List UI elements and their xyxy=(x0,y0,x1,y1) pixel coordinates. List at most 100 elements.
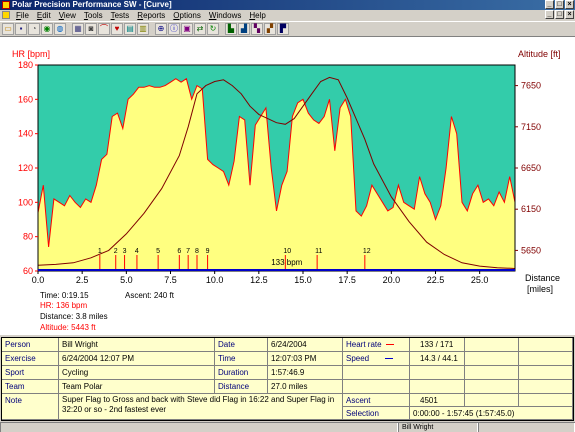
zoom-icon[interactable]: ⊕ xyxy=(155,23,167,35)
duration-value[interactable]: 1:57:46.9 xyxy=(268,366,343,380)
fitness-test-icon[interactable]: ◉ xyxy=(41,23,53,35)
sport-value[interactable]: Cycling xyxy=(59,366,215,380)
compare-icon[interactable]: ⇄ xyxy=(194,23,206,35)
status-panel-extra xyxy=(478,423,575,432)
empty-value-1[interactable] xyxy=(410,366,465,380)
weekly-icon[interactable]: ▤ xyxy=(124,23,136,35)
doc-close-button[interactable]: × xyxy=(565,10,574,19)
exercise-info-table: Person Exercise Sport Team Note Bill Wri… xyxy=(1,337,574,421)
doc-minimize-button[interactable]: _ xyxy=(545,10,554,19)
doc-maximize-button[interactable]: □ xyxy=(555,10,564,19)
date-label: Date xyxy=(215,338,268,352)
extra-cell xyxy=(519,352,573,366)
empty-value-2[interactable] xyxy=(410,380,465,394)
chart-icon[interactable]: ▥ xyxy=(137,23,149,35)
ascent-value[interactable]: 4501 xyxy=(410,394,465,407)
time-label: Time xyxy=(215,352,268,366)
readout-time: Time: 0:19.15 xyxy=(40,291,89,300)
curve-chart[interactable]: 133 bpm 1 2 3 4 5 6 7 8 9 10 11 12 60 80 100 120 140 160 18… xyxy=(0,37,575,335)
x-tick-label: 2.5 xyxy=(76,275,89,285)
extra-cell xyxy=(465,380,519,394)
y-left-tick-label: 160 xyxy=(18,94,33,104)
time-value[interactable]: 12:07:03 PM xyxy=(268,352,343,366)
x-tick-label: 10.0 xyxy=(206,275,224,285)
note-value[interactable]: Super Flag to Gross and back with Steve … xyxy=(59,394,343,420)
report5-icon[interactable]: ▛ xyxy=(277,23,289,35)
exercise-icon[interactable]: ◔ xyxy=(28,23,40,35)
lap-marker-label: 10 xyxy=(283,248,291,255)
x-tick-label: 7.5 xyxy=(164,275,177,285)
heart-rate-label: Heart rate xyxy=(343,338,410,352)
report3-icon[interactable]: ▚ xyxy=(251,23,263,35)
distance-value[interactable]: 27.0 miles xyxy=(268,380,343,394)
readout-distance: Distance: 3.8 miles xyxy=(40,312,108,321)
maximize-button[interactable]: □ xyxy=(555,0,564,9)
note-label: Note xyxy=(2,394,59,420)
menu-bar: File Edit View Tools Tests Reports Optio… xyxy=(0,10,575,21)
selection-value[interactable]: 0:00:00 - 1:57:45 (1:57:45.0) xyxy=(410,407,573,420)
menu-view[interactable]: View xyxy=(58,11,76,20)
threshold-label: 133 bpm xyxy=(271,258,302,267)
x-axis-unit: [miles] xyxy=(527,284,553,294)
curve-icon[interactable]: ⌒ xyxy=(98,23,110,35)
extra-cell xyxy=(519,366,573,380)
report1-icon[interactable]: ▙ xyxy=(225,23,237,35)
menu-edit[interactable]: Edit xyxy=(36,11,51,20)
y-left-tick-label: 100 xyxy=(18,197,33,207)
sport-label: Sport xyxy=(2,366,59,380)
person-value[interactable]: Bill Wright xyxy=(59,338,215,352)
date-value[interactable]: 6/24/2004 xyxy=(268,338,343,352)
calendar-icon[interactable]: ▦ xyxy=(72,23,84,35)
minimize-button[interactable]: _ xyxy=(545,0,554,9)
save-icon[interactable]: ▪ xyxy=(15,23,27,35)
menu-options[interactable]: Options xyxy=(173,11,201,20)
report2-icon[interactable]: ▟ xyxy=(238,23,250,35)
hr-series-line xyxy=(37,77,516,248)
heart-rate-value[interactable]: 133 / 171 xyxy=(410,338,465,352)
toolbar: ▭ ▪ ◔ ◉ ◍ ▦ ◙ ⌒ ♥ ▤ ▥ ⊕ ⓘ ▣ ⇄ ↻ ▙ ▟ ▚ ▞ ▛ xyxy=(0,21,575,37)
menu-tools[interactable]: Tools xyxy=(83,11,103,20)
extra-cell xyxy=(465,352,519,366)
window-title: Polar Precision Performance SW - [Curve] xyxy=(12,0,172,9)
hr-legend-icon xyxy=(385,344,394,346)
window-controls: _ □ × xyxy=(545,0,574,10)
selection-icon[interactable]: ▣ xyxy=(181,23,193,35)
y-right-tick-label: 5650 xyxy=(521,245,541,255)
extra-cell xyxy=(465,366,519,380)
toolbar-separator xyxy=(150,23,154,35)
extra-cell xyxy=(465,394,519,407)
lap-marker-label: 5 xyxy=(156,248,160,255)
document-icon[interactable] xyxy=(2,11,10,19)
info-icon[interactable]: ⓘ xyxy=(168,23,180,35)
toolbar-separator xyxy=(220,23,224,35)
person-label: Person xyxy=(2,338,59,352)
folder-open-icon[interactable]: ▭ xyxy=(2,23,14,35)
x-axis-label: Distance xyxy=(525,273,560,283)
camera-icon[interactable]: ◙ xyxy=(85,23,97,35)
menu-reports[interactable]: Reports xyxy=(137,11,166,20)
globe-icon[interactable]: ◍ xyxy=(54,23,66,35)
y-left-tick-label: 180 xyxy=(18,60,33,70)
menu-windows[interactable]: Windows xyxy=(208,11,242,20)
exercise-value[interactable]: 6/24/2004 12:07 PM xyxy=(59,352,215,366)
extra-cell xyxy=(519,380,573,394)
lap-marker-label: 9 xyxy=(206,248,210,255)
report4-icon[interactable]: ▞ xyxy=(264,23,276,35)
speed-value[interactable]: 14.3 / 44.1 xyxy=(410,352,465,366)
menu-help[interactable]: Help xyxy=(249,11,266,20)
y-right-tick-label: 6150 xyxy=(521,204,541,214)
sync-icon[interactable]: ↻ xyxy=(207,23,219,35)
x-tick-label: 17.5 xyxy=(338,275,356,285)
close-button[interactable]: × xyxy=(565,0,574,9)
y-left-tick-label: 60 xyxy=(23,266,33,276)
menu-tests[interactable]: Tests xyxy=(110,11,130,20)
app-icon xyxy=(2,1,10,9)
team-value[interactable]: Team Polar xyxy=(59,380,215,394)
menu-file[interactable]: File xyxy=(16,11,29,20)
hr-icon[interactable]: ♥ xyxy=(111,23,123,35)
lap-marker-label: 1 xyxy=(98,248,102,255)
x-tick-label: 22.5 xyxy=(427,275,445,285)
empty-label-1 xyxy=(343,366,410,380)
